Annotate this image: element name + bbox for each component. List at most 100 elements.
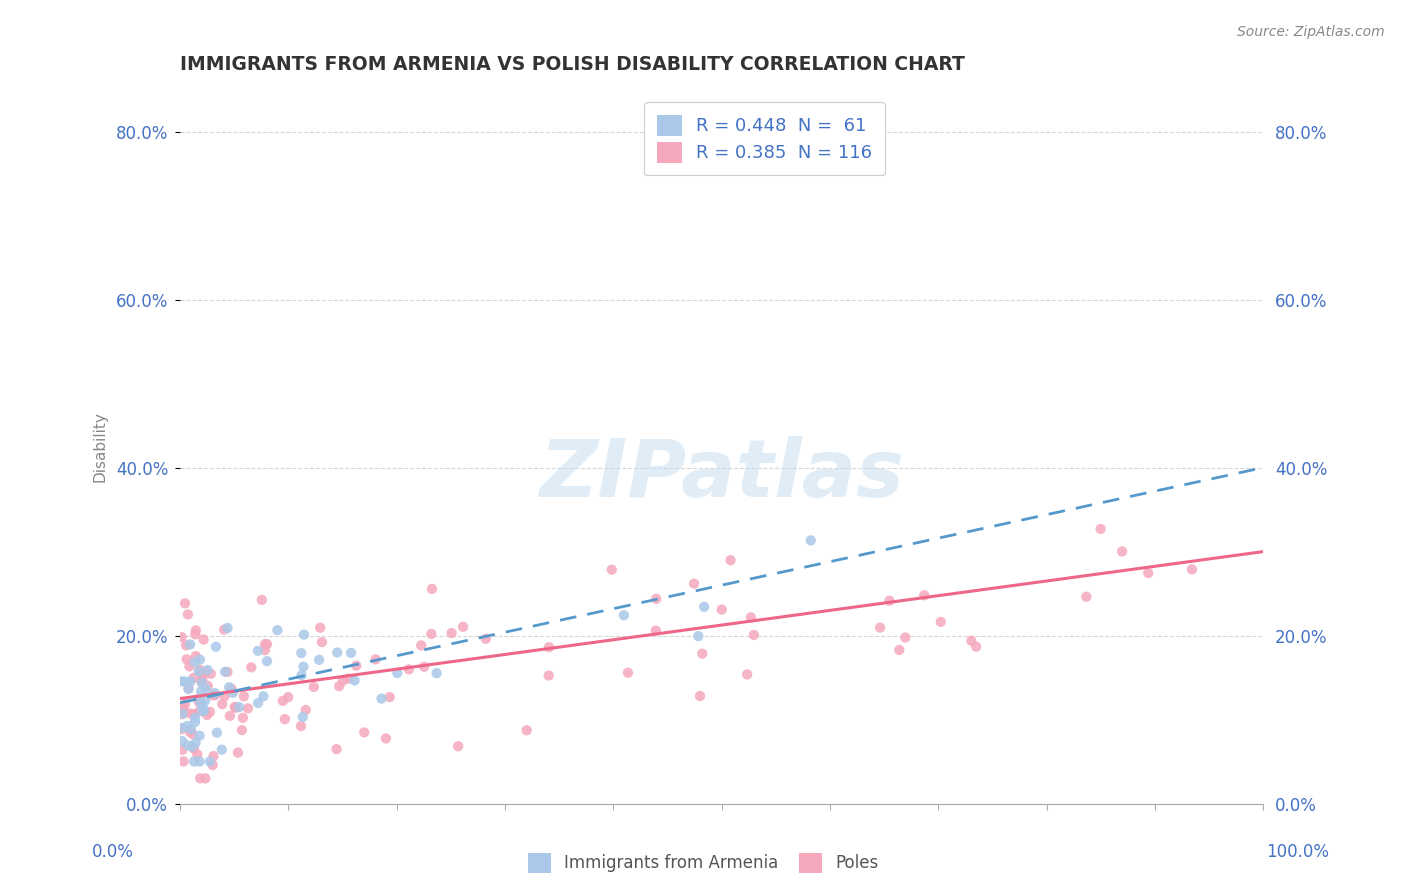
Point <box>198 755 221 769</box>
Point <box>221 681 243 696</box>
Point <box>256 637 278 651</box>
Point <box>183 755 205 769</box>
Point <box>191 699 214 714</box>
Point <box>240 660 263 674</box>
Point <box>228 700 250 714</box>
Point <box>174 697 197 711</box>
Point <box>194 665 217 679</box>
Point <box>188 663 211 677</box>
Point <box>253 643 276 657</box>
Point <box>720 553 742 567</box>
Point <box>250 593 273 607</box>
Point <box>219 709 242 723</box>
Point <box>170 702 193 716</box>
Point <box>177 607 200 622</box>
Point <box>170 702 193 716</box>
Point <box>302 680 325 694</box>
Point <box>337 672 360 686</box>
Point <box>1181 562 1204 576</box>
Text: 0.0%: 0.0% <box>91 843 134 861</box>
Point <box>475 632 498 646</box>
Point <box>172 703 194 717</box>
Point <box>191 675 214 690</box>
Point <box>253 637 276 651</box>
Point <box>800 533 823 548</box>
Point <box>214 665 236 679</box>
Point <box>1137 566 1160 580</box>
Text: Source: ZipAtlas.com: Source: ZipAtlas.com <box>1237 25 1385 39</box>
Point <box>879 593 901 607</box>
Point <box>328 679 350 693</box>
Point <box>222 686 245 700</box>
Point <box>965 640 987 654</box>
Point <box>710 602 733 616</box>
Point <box>170 630 193 644</box>
Text: 100.0%: 100.0% <box>1265 843 1329 861</box>
Point <box>387 665 409 680</box>
Point <box>960 633 983 648</box>
Point <box>214 690 236 704</box>
Point <box>202 689 225 703</box>
Point <box>211 697 233 711</box>
Point <box>929 615 952 629</box>
Point <box>224 700 246 714</box>
Point <box>600 563 623 577</box>
Point <box>309 621 332 635</box>
Point <box>645 591 668 606</box>
Point <box>198 705 221 719</box>
Point <box>176 652 198 666</box>
Point <box>172 721 194 735</box>
Point <box>172 734 194 748</box>
Point <box>290 719 312 733</box>
Point <box>179 706 201 721</box>
Point <box>188 704 211 718</box>
Point <box>869 621 891 635</box>
Point <box>184 627 207 641</box>
Point <box>181 727 204 741</box>
Point <box>277 690 299 705</box>
Point <box>183 741 205 756</box>
Point <box>308 653 330 667</box>
Point <box>252 690 274 704</box>
Point <box>413 660 436 674</box>
Point <box>211 742 233 756</box>
Point <box>231 723 253 738</box>
Point <box>689 689 711 703</box>
Point <box>188 729 211 743</box>
Point <box>683 576 706 591</box>
Point <box>170 674 193 689</box>
Point <box>194 681 217 696</box>
Point <box>184 714 207 729</box>
Point <box>440 626 463 640</box>
Point <box>173 674 195 689</box>
Point <box>193 632 215 647</box>
Point <box>447 739 470 754</box>
Point <box>644 624 666 638</box>
Point <box>420 582 443 596</box>
Point <box>290 668 312 682</box>
Point <box>617 665 640 680</box>
Point <box>1090 522 1112 536</box>
Point <box>344 658 367 673</box>
Point <box>894 631 917 645</box>
Point <box>292 659 315 673</box>
Point <box>742 628 765 642</box>
Point <box>370 691 392 706</box>
Point <box>186 747 208 762</box>
Point <box>247 696 270 710</box>
Point <box>195 708 218 723</box>
Point <box>378 690 401 704</box>
Point <box>332 673 354 688</box>
Point <box>204 688 226 702</box>
Point <box>266 623 288 637</box>
Point <box>179 724 201 739</box>
Point <box>232 690 254 704</box>
Point <box>693 599 716 614</box>
Point <box>188 772 211 786</box>
Text: ZIPatlas: ZIPatlas <box>538 436 904 514</box>
Point <box>174 596 197 610</box>
Point <box>179 637 201 651</box>
Point <box>291 710 314 724</box>
Point <box>181 707 204 722</box>
Point <box>177 739 200 753</box>
